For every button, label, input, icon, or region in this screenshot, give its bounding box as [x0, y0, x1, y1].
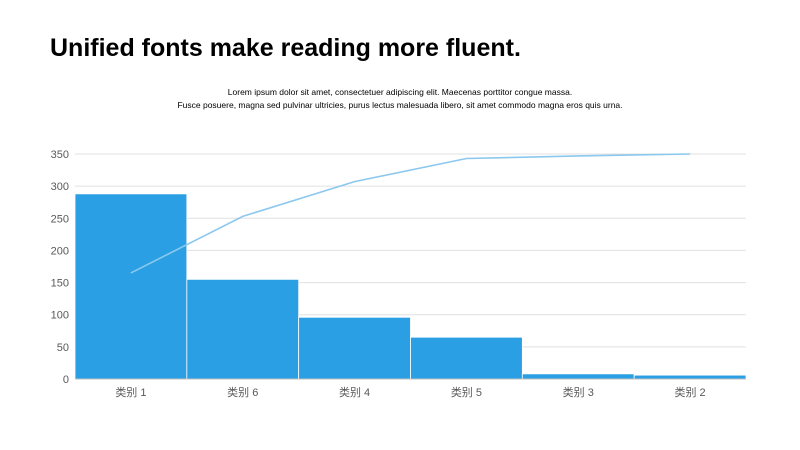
y-tick-label: 300 [51, 181, 69, 193]
x-tick-label: 类别 1 [115, 385, 146, 399]
slide-title: Unified fonts make reading more fluent. [50, 34, 521, 62]
y-tick-label: 100 [51, 310, 69, 322]
bar [298, 316, 411, 380]
cumulative-line [130, 153, 691, 274]
x-tick-label: 类别 6 [227, 385, 258, 399]
x-tick-label: 类别 5 [451, 385, 482, 399]
y-tick-label: 350 [51, 149, 69, 161]
y-tick-label: 150 [51, 278, 69, 290]
y-tick-label: 0 [63, 374, 69, 386]
x-tick-label: 类别 2 [674, 385, 705, 399]
x-tick-label: 类别 3 [563, 385, 594, 399]
x-tick-label: 类别 4 [339, 385, 370, 399]
bar [74, 193, 188, 380]
x-axis-ticks: 类别 1 类别 6 类别 4 类别 5 类别 3 类别 2 [115, 385, 705, 399]
bar [521, 373, 635, 380]
cumulative-line-series [130, 153, 691, 274]
bar-series [74, 193, 747, 380]
bar [410, 336, 523, 380]
bar [633, 374, 747, 380]
subtitle-line-2: Fusce posuere, magna sed pulvinar ultric… [177, 100, 623, 110]
y-tick-label: 200 [51, 245, 69, 257]
y-tick-label: 50 [57, 342, 69, 354]
subtitle-line-1: Lorem ipsum dolor sit amet, consectetuer… [227, 87, 573, 97]
y-axis-ticks: 0 50 100 150 200 250 300 350 [51, 149, 69, 386]
bar [186, 278, 300, 380]
y-tick-label: 250 [51, 213, 69, 225]
